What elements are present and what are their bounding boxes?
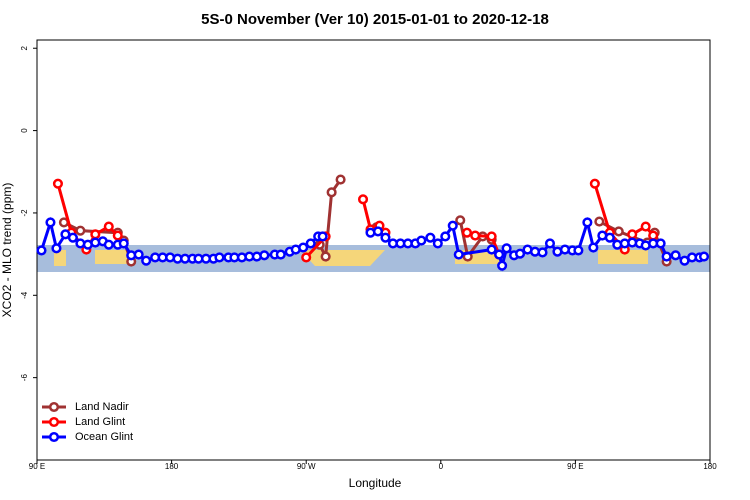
series-point (573, 245, 584, 256)
x-tick-label: 90 W (297, 462, 316, 471)
series-point (335, 174, 346, 185)
x-tick-label: 90 E (567, 462, 583, 471)
series-point (588, 242, 599, 253)
legend-marker (48, 401, 60, 413)
series-point (357, 194, 369, 205)
x-tick-label: 90 E (29, 462, 45, 471)
legend-label: Ocean Glint (75, 431, 133, 443)
series-point (486, 244, 497, 255)
series-point (317, 231, 328, 242)
series-point (112, 230, 123, 241)
series-point (90, 229, 101, 240)
series-point (537, 247, 548, 258)
series-point (298, 242, 309, 253)
y-tick-label: -4 (20, 291, 29, 299)
series-point (275, 249, 286, 260)
series-point (627, 229, 638, 240)
y-tick-label: -6 (20, 374, 29, 382)
series-point (544, 238, 556, 249)
series-point (501, 243, 512, 254)
series-point (494, 249, 505, 260)
series-point (432, 238, 443, 249)
series-point (118, 238, 129, 249)
legend-label: Land Glint (75, 416, 125, 428)
series-point (36, 245, 47, 256)
series-point (640, 221, 651, 232)
series-point (486, 231, 497, 242)
x-tick-label: 0 (439, 462, 444, 471)
y-tick-label: 0 (20, 128, 29, 133)
series-point (589, 178, 600, 189)
series-point (594, 216, 605, 227)
x-axis-label: Longitude (349, 476, 402, 490)
series-point (613, 226, 624, 237)
series-point (416, 235, 427, 246)
series-point (51, 243, 62, 254)
legend-marker (48, 416, 60, 428)
series-point (661, 251, 672, 262)
series-point (103, 239, 114, 250)
y-tick-label: 2 (20, 45, 29, 50)
series-point (447, 220, 458, 231)
legend: Land Nadir Land Glint Ocean Glint (42, 401, 133, 443)
land-patch (598, 250, 648, 264)
series-point (52, 178, 63, 189)
chart-title: 5S-0 November (Ver 10) 2015-01-01 to 202… (201, 11, 549, 28)
series-point (670, 250, 681, 261)
series-point (75, 225, 86, 236)
series-point (320, 251, 331, 262)
legend-marker (48, 431, 60, 443)
series-point (133, 249, 144, 260)
x-tick-label: 180 (165, 462, 179, 471)
series-point (372, 226, 384, 237)
series-point (305, 238, 316, 249)
series-point (655, 238, 666, 249)
series-point (582, 217, 593, 228)
series-point (214, 252, 225, 263)
y-axis-label: XCO2 - MLO trend (ppm) (0, 183, 14, 318)
series-point (301, 252, 312, 263)
land-patch (95, 250, 129, 264)
y-tick-label: -2 (20, 209, 29, 217)
land-patch (300, 250, 385, 266)
series-point (141, 255, 152, 266)
series-point (515, 248, 526, 259)
series-point (380, 232, 391, 243)
legend-label: Land Nadir (75, 401, 129, 413)
series-point (326, 187, 337, 198)
series-point (453, 249, 464, 260)
series-point (648, 230, 659, 241)
series-point (425, 232, 436, 243)
series-point (698, 251, 710, 262)
series-point (455, 215, 466, 226)
x-tick-label: 180 (703, 462, 717, 471)
series-point (103, 221, 114, 232)
series-point (604, 232, 615, 243)
series-point (470, 230, 481, 241)
series-point (67, 232, 78, 243)
series-point (259, 250, 270, 261)
series-point (497, 260, 508, 271)
land-patch (54, 250, 66, 266)
series-point (45, 217, 56, 228)
series-point (461, 227, 473, 238)
series-point (440, 231, 451, 242)
